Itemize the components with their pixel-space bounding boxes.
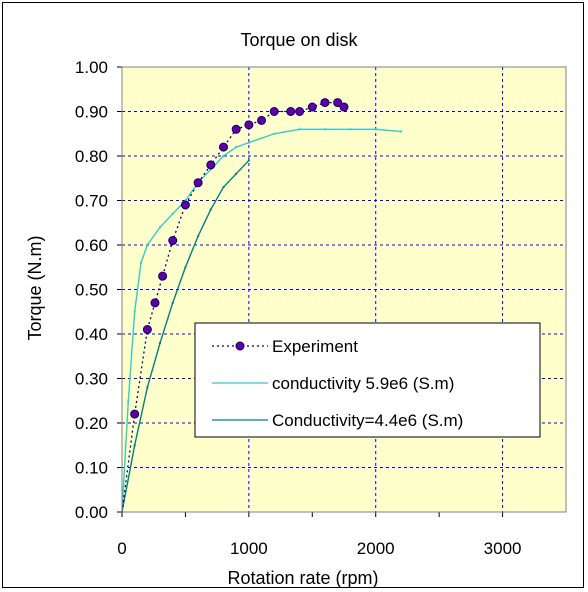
data-point <box>323 128 326 131</box>
data-point <box>374 128 377 131</box>
data-point <box>333 98 343 108</box>
y-tick-label: 0.00 <box>75 503 108 522</box>
x-tick-labels: 0 1000 2000 3000 <box>117 539 521 558</box>
y-tick-label: 0.40 <box>75 325 108 344</box>
data-point <box>180 200 190 210</box>
data-point <box>127 399 130 402</box>
y-tick-label: 0.60 <box>75 236 108 255</box>
data-point <box>244 120 254 130</box>
data-point <box>257 115 267 125</box>
data-point <box>218 142 228 152</box>
legend-item: Experiment <box>212 337 358 356</box>
data-point <box>159 341 162 344</box>
data-point <box>184 266 187 269</box>
x-tick-label: 0 <box>117 539 126 558</box>
data-point <box>133 310 136 313</box>
data-point <box>247 159 250 162</box>
data-point <box>171 212 174 215</box>
data-point <box>307 102 317 112</box>
data-point <box>222 186 225 189</box>
legend-label: Experiment <box>272 337 358 356</box>
legend-box <box>194 322 541 438</box>
y-axis-title: Torque (N.m) <box>25 235 45 340</box>
y-tick-label: 1.00 <box>75 58 108 77</box>
legend: Experiment conductivity 5.9e6 (S.m) Conduc… <box>194 322 541 438</box>
data-point <box>168 236 178 246</box>
y-tick-labels: 0.00 0.10 0.20 0.30 0.40 0.50 0.60 0.70 0.80 0.90… <box>75 58 108 522</box>
data-point <box>206 160 216 170</box>
chart-title: Torque on disk <box>240 30 358 50</box>
data-point <box>146 386 149 389</box>
x-axis-title: Rotation rate (rpm) <box>227 568 378 588</box>
x-tick-label: 2000 <box>357 539 395 558</box>
data-point <box>349 128 352 131</box>
data-point <box>158 271 168 281</box>
plot-border <box>121 66 567 513</box>
y-tick-label: 0.80 <box>75 147 108 166</box>
series-layer <box>121 98 403 513</box>
data-point <box>171 301 174 304</box>
data-point <box>298 128 301 131</box>
data-point <box>133 444 136 447</box>
data-point <box>273 132 276 135</box>
y-tick-label: 0.30 <box>75 370 108 389</box>
data-point <box>140 261 143 264</box>
series-2 <box>121 159 250 513</box>
data-point <box>400 130 403 133</box>
data-point <box>146 244 149 246</box>
data-point <box>286 107 296 116</box>
y-tick-label: 0.70 <box>75 192 108 211</box>
data-point <box>142 325 152 335</box>
data-point <box>295 107 305 116</box>
series-0 <box>121 98 349 513</box>
data-point <box>150 298 160 308</box>
y-tick-label: 0.90 <box>75 103 108 122</box>
data-point <box>269 107 279 116</box>
y-tick-label: 0.10 <box>75 459 108 478</box>
data-point <box>231 124 241 134</box>
series-line <box>121 101 345 513</box>
x-tick-label: 3000 <box>484 539 522 558</box>
legend-label: conductivity 5.9e6 (S.m) <box>272 374 454 393</box>
data-point <box>197 235 200 238</box>
data-point <box>193 178 203 188</box>
data-point <box>222 155 225 157</box>
data-point <box>320 98 330 108</box>
data-point <box>209 208 212 211</box>
y-tick-label: 0.20 <box>75 414 108 433</box>
legend-marker <box>235 341 245 351</box>
data-point <box>235 172 238 175</box>
data-point <box>159 226 162 229</box>
data-point <box>235 146 238 149</box>
legend-item: Conductivity=4.4e6 (S.m) <box>212 411 463 430</box>
y-tick-label: 0.50 <box>75 281 108 300</box>
legend-label: Conductivity=4.4e6 (S.m) <box>272 411 463 430</box>
data-point <box>247 141 250 144</box>
data-point <box>130 409 140 419</box>
x-tick-label: 1000 <box>230 539 268 558</box>
data-point <box>339 102 349 112</box>
legend-item: conductivity 5.9e6 (S.m) <box>212 374 454 393</box>
